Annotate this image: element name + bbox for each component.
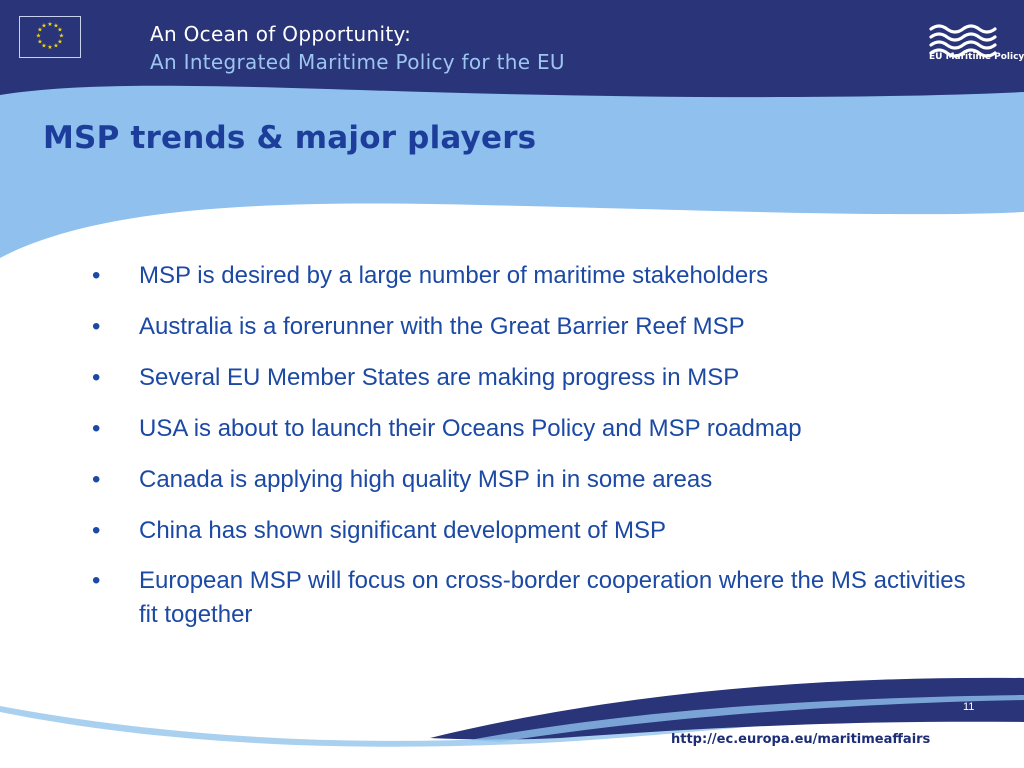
footer-url-link[interactable]: http://ec.europa.eu/maritimeaffairs (671, 732, 931, 747)
header-title-line1: An Ocean of Opportunity: (150, 22, 412, 46)
page-number: 11 (963, 701, 975, 713)
maritime-logo-text: EU Maritime Policy (929, 52, 1024, 62)
svg-text:★: ★ (37, 39, 42, 46)
bullet-list: MSP is desired by a large number of mari… (92, 258, 972, 647)
bullet-item: Australia is a forerunner with the Great… (92, 309, 972, 345)
header-wave-light (0, 80, 1024, 258)
svg-text:★: ★ (36, 33, 41, 40)
header-title: An Ocean of Opportunity: An Integrated M… (150, 20, 565, 76)
svg-text:★: ★ (53, 23, 58, 30)
svg-text:★: ★ (57, 27, 62, 34)
eu-maritime-policy-wave-icon (929, 24, 997, 58)
svg-text:★: ★ (47, 44, 52, 51)
bullet-item: European MSP will focus on cross-border … (92, 564, 972, 632)
eu-flag-icon: ★ ★ ★ ★ ★ ★ ★ ★ ★ ★ ★ ★ (19, 16, 81, 58)
svg-text:★: ★ (57, 39, 62, 46)
bullet-item: Canada is applying high quality MSP in i… (92, 462, 972, 498)
bullet-item: China has shown significant development … (92, 513, 972, 549)
bullet-item: Several EU Member States are making prog… (92, 360, 972, 396)
svg-text:★: ★ (37, 27, 42, 34)
svg-text:★: ★ (41, 23, 46, 30)
header-title-line2: An Integrated Maritime Policy for the EU (150, 50, 565, 74)
svg-text:★: ★ (41, 43, 46, 50)
svg-text:★: ★ (53, 43, 58, 50)
header-band (0, 0, 1024, 98)
bullet-item: MSP is desired by a large number of mari… (92, 258, 972, 294)
footer-wave-mid (470, 695, 1024, 742)
svg-text:★: ★ (59, 33, 64, 40)
bullet-item: USA is about to launch their Oceans Poli… (92, 411, 972, 447)
slide-title: MSP trends & major players (43, 120, 537, 156)
svg-text:★: ★ (47, 21, 52, 28)
